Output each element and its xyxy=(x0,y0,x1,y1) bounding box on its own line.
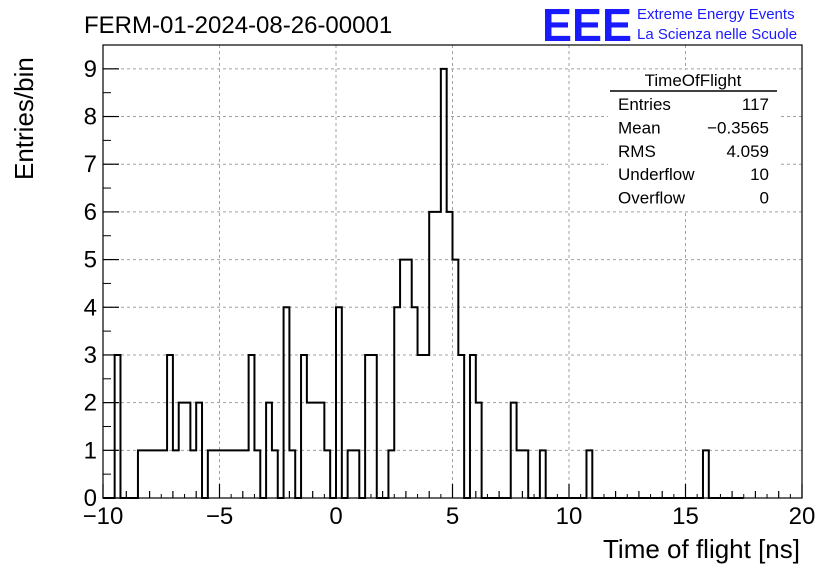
x-tick-label: 5 xyxy=(446,503,459,530)
y-tick-label: 3 xyxy=(84,342,97,369)
stats-rows: Entries 117 Mean −0.3565 RMS 4.059 Underflow 10… xyxy=(618,95,769,208)
x-tick-label: 0 xyxy=(329,503,342,530)
y-tick-label: 1 xyxy=(84,437,97,464)
x-tick-label: −10 xyxy=(83,503,124,530)
x-tick-label: 15 xyxy=(672,503,699,530)
y-axis-label: Entries/bin xyxy=(9,57,39,180)
eee-logo: EEE Extreme Energy Events La Scienza nel… xyxy=(542,0,797,51)
stats-row-label: Overflow xyxy=(618,189,686,208)
y-tick-label: 5 xyxy=(84,247,97,274)
eee-logo-line1: Extreme Energy Events xyxy=(637,6,795,23)
y-tick-label: 4 xyxy=(84,294,97,321)
axis-ticks xyxy=(102,68,803,499)
stats-row-value: −0.3565 xyxy=(707,118,769,137)
x-tick-label: −5 xyxy=(206,503,233,530)
stats-row-label: Entries xyxy=(618,95,671,114)
eee-logo-mark: EEE xyxy=(542,0,632,51)
stats-row-label: Mean xyxy=(618,118,661,137)
x-tick-labels: −10 −5 0 5 10 15 20 xyxy=(83,503,816,530)
stats-row-value: 117 xyxy=(742,95,769,114)
y-tick-label: 0 xyxy=(84,485,97,512)
y-tick-label: 7 xyxy=(84,151,97,178)
x-tick-label: 20 xyxy=(789,503,816,530)
eee-logo-line2: La Scienza nelle Scuole xyxy=(637,26,797,43)
y-tick-label: 6 xyxy=(84,199,97,226)
stats-row-value: 0 xyxy=(760,189,769,208)
stats-title: TimeOfFlight xyxy=(645,71,742,90)
stats-row-value: 10 xyxy=(750,165,769,184)
stats-row-label: RMS xyxy=(618,142,656,161)
y-tick-label: 9 xyxy=(84,56,97,83)
x-tick-label: 10 xyxy=(556,503,583,530)
y-tick-labels: 0 1 2 3 4 5 6 7 8 9 xyxy=(84,56,97,512)
stats-box-background xyxy=(608,70,778,210)
stats-row-value: 4.059 xyxy=(726,142,769,161)
y-tick-label: 2 xyxy=(84,390,97,417)
x-axis-label: Time of flight [ns] xyxy=(603,534,800,564)
chart-title: FERM-01-2024-08-26-00001 xyxy=(84,12,392,39)
stats-row-label: Underflow xyxy=(618,165,695,184)
y-tick-label: 8 xyxy=(84,104,97,131)
stats-box: TimeOfFlight Entries 117 Mean −0.3565 RMS 4.0… xyxy=(608,70,778,210)
